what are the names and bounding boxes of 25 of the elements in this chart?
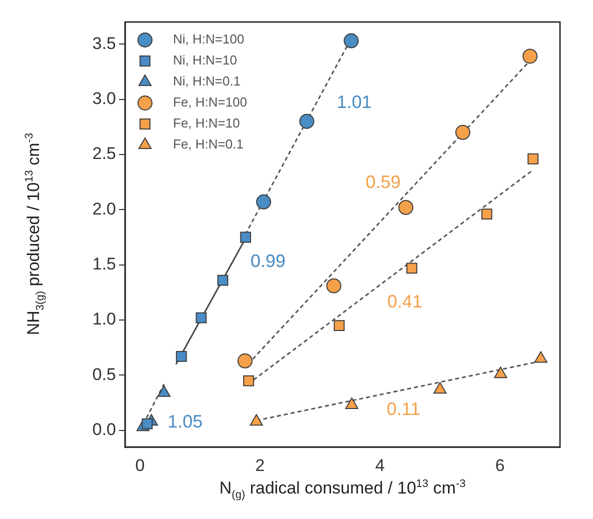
legend-label: Fe, H:N=0.1 <box>173 136 244 152</box>
y-tick-label: 0.0 <box>92 420 116 440</box>
y-tick-label: 1.5 <box>92 254 116 274</box>
legend-label: Ni, H:N=100 <box>173 32 244 47</box>
legend-label: Fe, H:N=100 <box>173 94 248 110</box>
legend-label: Fe, H:N=10 <box>173 116 240 131</box>
y-tick-label: 0.5 <box>92 364 116 384</box>
y-tick-label: 1.0 <box>92 310 116 329</box>
annotation: 1.01 <box>336 92 372 112</box>
x-axis-title: N$_{(g)}$ radical consumed / 10$^{13}$ cm$^{-3}$ <box>218 478 467 502</box>
x-tick-label: 2 <box>255 456 265 475</box>
x-tick-label: 4 <box>375 456 385 475</box>
annotation: 0.59 <box>366 172 401 192</box>
annotation: 0.99 <box>250 250 286 271</box>
y-tick-label: 3.5 <box>92 34 116 53</box>
x-tick-label: 0 <box>135 456 145 475</box>
legend-label: Ni, H:N=10 <box>173 52 237 68</box>
annotation: 0.41 <box>387 291 422 312</box>
annotation: 0.11 <box>386 398 420 419</box>
y-tick-label: 2.5 <box>92 144 116 164</box>
legend-label: Ni, H:N=0.1 <box>173 74 241 89</box>
y-tick-label: 2.0 <box>92 199 116 218</box>
y-tick-label: 3.0 <box>92 88 116 108</box>
annotation: 1.05 <box>168 412 203 432</box>
x-tick-label: 6 <box>495 456 505 475</box>
